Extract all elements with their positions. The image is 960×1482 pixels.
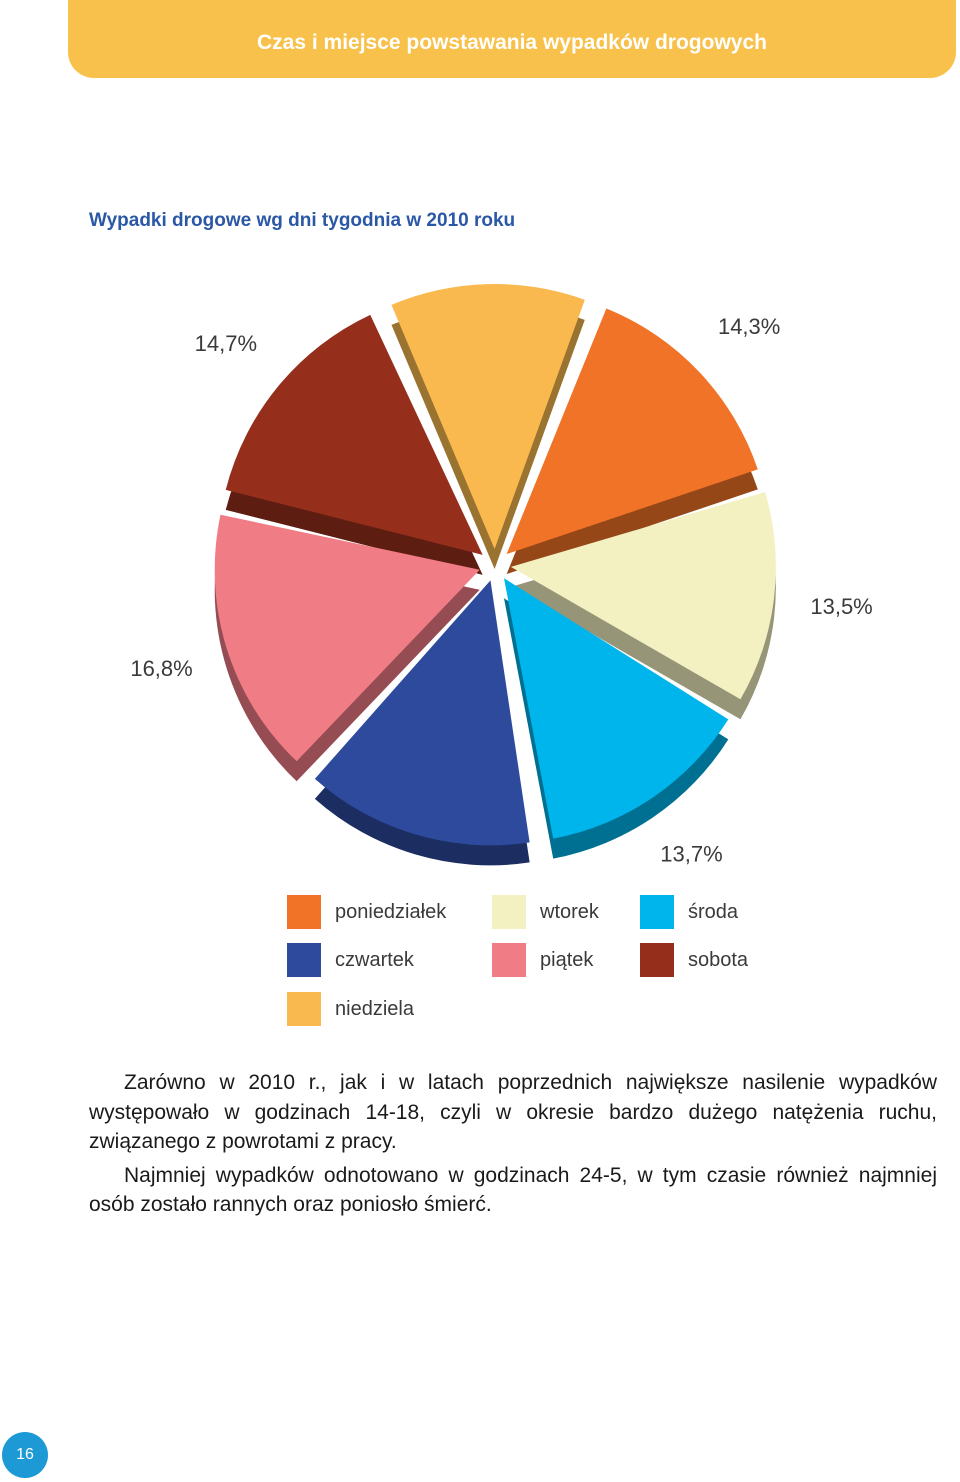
legend-label: środa <box>688 900 739 923</box>
paragraph: Zarówno w 2010 r., jak i w latach poprze… <box>89 1071 937 1153</box>
paragraph: Najmniej wypadków odnotowano w godzinach… <box>89 1163 937 1217</box>
slice-percentage-label: 16,8% <box>130 656 192 681</box>
legend-swatch <box>640 895 674 929</box>
legend-item-sobota: sobota <box>640 943 748 977</box>
legend-label: poniedziałek <box>335 900 447 923</box>
pie-slice <box>314 580 530 846</box>
page-header-title: Czas i miejsce powstawania wypadków drog… <box>257 31 767 54</box>
slice-percentage-label: 13,7% <box>660 841 722 866</box>
legend-swatch <box>287 992 321 1026</box>
legend-item-poniedzialek: poniedziałek <box>287 895 446 929</box>
chart-title: Wypadki drogowe wg dni tygodnia w 2010 r… <box>89 210 516 231</box>
slice-percentage-label: 14,7% <box>195 331 257 356</box>
legend-label: czwartek <box>335 948 414 971</box>
pie-slice <box>214 514 480 762</box>
slice-percentage-label: 13,5% <box>810 594 872 619</box>
pie-slice <box>506 308 758 555</box>
header-band: Czas i miejsce powstawania wypadków drog… <box>68 0 956 78</box>
legend-item-niedziela: niedziela <box>287 992 414 1026</box>
legend-swatch <box>287 895 321 929</box>
body-text: Zarówno w 2010 r., jak i w latach poprze… <box>89 1068 937 1224</box>
pie-slice <box>504 578 729 839</box>
legend-swatch <box>640 943 674 977</box>
pie-chart: 12,5%14,3%13,5%13,7%14,5%16,8%14,7% <box>130 284 873 866</box>
legend-item-wtorek: wtorek <box>492 895 599 929</box>
legend-label: wtorek <box>540 900 599 923</box>
legend-swatch <box>287 943 321 977</box>
chart-legend: poniedziałek wtorek środa czwartek piąte… <box>287 895 807 1035</box>
legend-label: sobota <box>688 948 749 971</box>
legend-item-czwartek: czwartek <box>287 943 414 977</box>
legend-label: niedziela <box>335 997 414 1020</box>
legend-label: piątek <box>540 948 594 971</box>
page-number-badge: 16 <box>2 1432 48 1478</box>
pie-slice <box>225 314 483 555</box>
legend-item-sroda: środa <box>640 895 738 929</box>
legend-swatch <box>492 943 526 977</box>
pie-slice <box>391 284 585 550</box>
legend-swatch <box>492 895 526 929</box>
legend-item-piatek: piątek <box>492 943 593 977</box>
pie-slice <box>510 491 776 700</box>
slice-percentage-label: 14,3% <box>718 314 780 339</box>
